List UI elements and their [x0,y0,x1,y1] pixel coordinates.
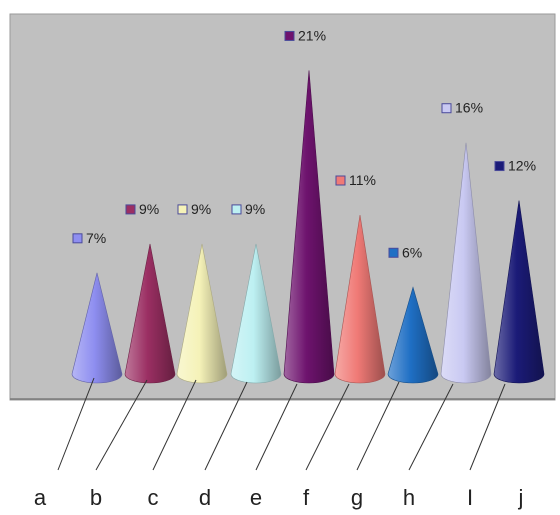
leader-line [255,383,298,471]
cone-e [283,70,335,384]
leader-line [408,383,454,471]
cone-g [387,286,439,384]
legend-marker [388,247,399,258]
cone-b [124,243,176,384]
cone-body [124,243,176,384]
category-label-c: c [148,485,159,510]
category-label-g: g [351,485,363,510]
leader-line [95,379,148,471]
cone-body [230,243,282,384]
value-label-text: 21% [298,27,326,43]
legend-marker [177,204,188,215]
leader-line [204,381,248,471]
cone-f [334,214,386,384]
legend-marker [231,204,242,215]
cone-body [334,214,386,384]
value-label: 9% [231,201,265,217]
category-label-b: b [90,485,102,510]
leader-line [152,379,197,471]
value-label-text: 7% [86,230,106,246]
leader-lines [57,377,506,471]
legend-marker [125,204,136,215]
value-label: 11% [335,172,376,188]
value-label: 9% [125,201,159,217]
cone-body [176,243,228,384]
value-label: 21% [284,27,326,43]
value-label: 9% [177,201,211,217]
value-label-text: 11% [349,172,376,188]
value-label-text: 12% [508,158,536,174]
category-label-j: j [518,485,524,510]
value-label-text: 9% [245,201,265,217]
value-label: 16% [441,100,483,116]
legend-marker [494,161,505,172]
value-label-text: 9% [191,201,211,217]
leader-line [356,381,400,471]
category-label-I: I [467,485,473,510]
cone-a [71,272,123,384]
leader-line [305,383,350,471]
category-label-h: h [403,485,415,510]
leader-line [57,377,95,471]
value-label: 7% [72,230,106,246]
cone-body [283,70,335,384]
leader-line [469,383,506,471]
cone-body [387,286,439,384]
value-label-text: 6% [402,244,422,260]
cone-h [440,142,492,384]
cone-I [493,200,545,384]
value-label: 6% [388,244,422,260]
legend-marker [441,103,452,114]
legend-marker [335,175,346,186]
legend-marker [284,30,295,41]
cone-body [493,200,545,384]
legend-marker [72,233,83,244]
category-label-e: e [250,485,262,510]
value-label-text: 16% [455,100,483,116]
cone-body [440,142,492,384]
category-label-f: f [303,485,310,510]
value-label-text: 9% [139,201,159,217]
cone-d [230,243,282,384]
category-label-a: a [34,485,47,510]
cone-c [176,243,228,384]
value-labels: 7% 9% 9% 9% 21% 11% 6% 16% 12% [72,27,536,260]
category-label-d: d [199,485,211,510]
cone-body [71,272,123,384]
cone-marks [71,70,545,384]
value-label: 12% [494,158,536,174]
